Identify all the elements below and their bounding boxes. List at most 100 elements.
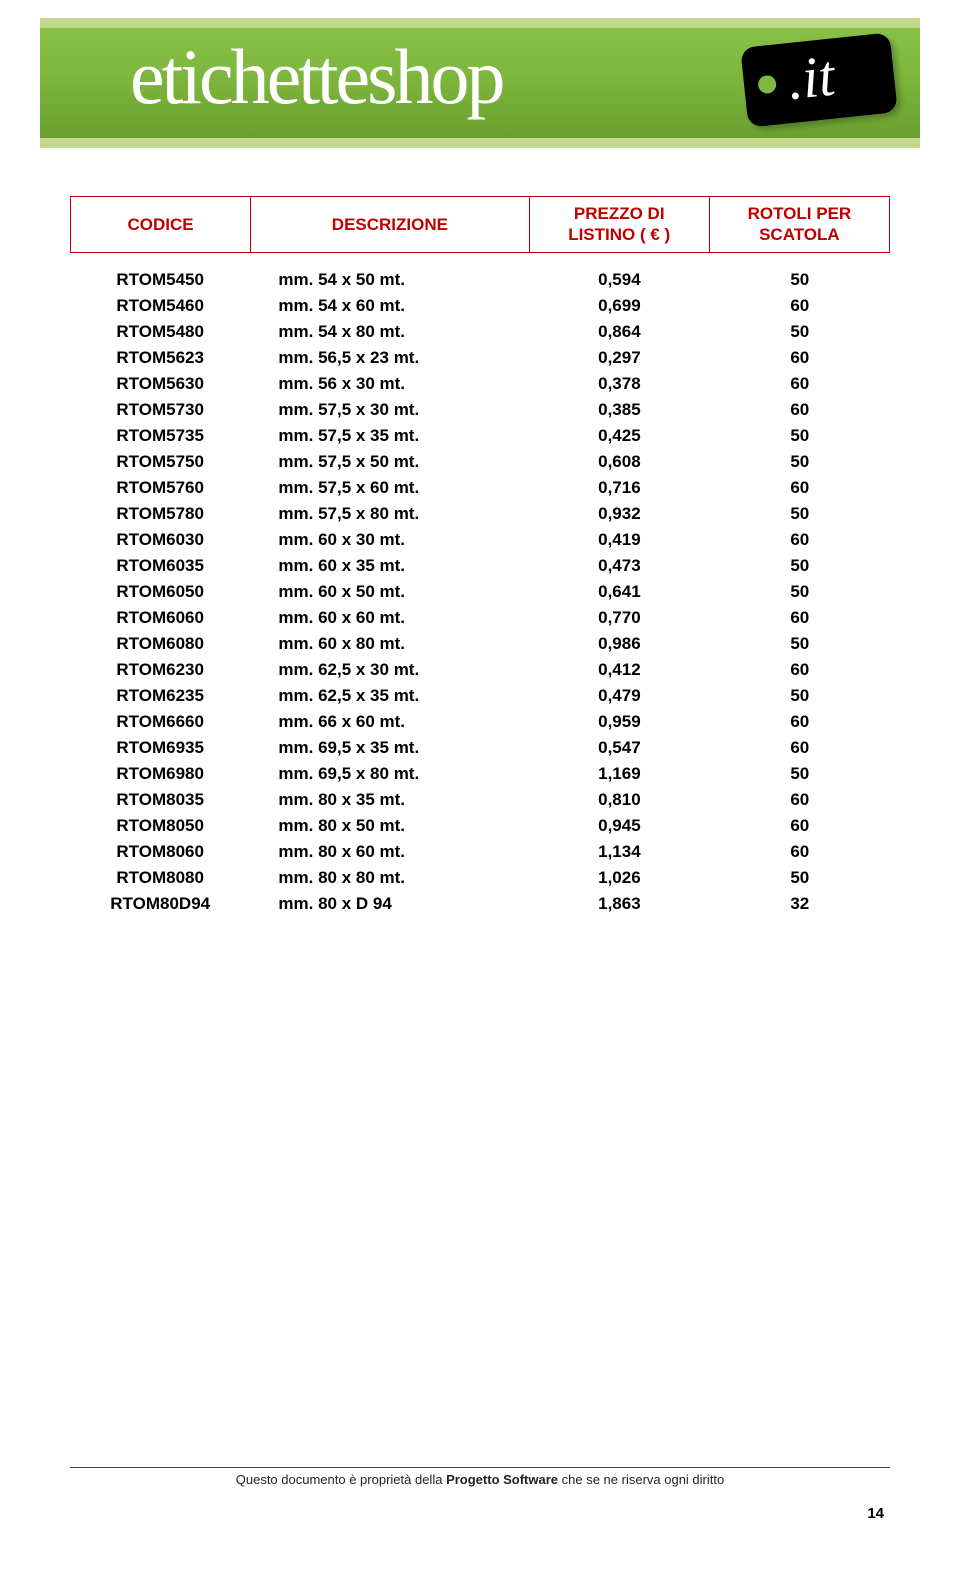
cell-price: 1,863: [529, 891, 709, 917]
cell-desc: mm. 80 x D 94: [250, 891, 529, 917]
table-row: RTOM80D94mm. 80 x D 941,86332: [70, 891, 890, 917]
cell-price: 0,378: [529, 371, 709, 397]
cell-desc: mm. 60 x 50 mt.: [250, 579, 529, 605]
cell-price: 0,641: [529, 579, 709, 605]
cell-price: 0,770: [529, 605, 709, 631]
cell-code: RTOM5760: [70, 475, 250, 501]
cell-rolls: 60: [710, 813, 890, 839]
cell-code: RTOM6060: [70, 605, 250, 631]
cell-rolls: 50: [710, 553, 890, 579]
cell-code: RTOM8080: [70, 865, 250, 891]
header-desc: DESCRIZIONE: [251, 197, 529, 253]
cell-rolls: 60: [710, 371, 890, 397]
cell-price: 0,810: [529, 787, 709, 813]
cell-desc: mm. 80 x 80 mt.: [250, 865, 529, 891]
cell-price: 0,425: [529, 423, 709, 449]
cell-desc: mm. 80 x 60 mt.: [250, 839, 529, 865]
cell-desc: mm. 62,5 x 35 mt.: [250, 683, 529, 709]
cell-code: RTOM8050: [70, 813, 250, 839]
content-area: CODICE DESCRIZIONE PREZZO DI LISTINO ( €…: [70, 196, 890, 917]
cell-rolls: 50: [710, 631, 890, 657]
cell-rolls: 50: [710, 423, 890, 449]
cell-code: RTOM5630: [70, 371, 250, 397]
table-row: RTOM8080mm. 80 x 80 mt.1,02650: [70, 865, 890, 891]
cell-desc: mm. 57,5 x 80 mt.: [250, 501, 529, 527]
cell-price: 1,169: [529, 761, 709, 787]
cell-rolls: 50: [710, 761, 890, 787]
cell-code: RTOM6235: [70, 683, 250, 709]
cell-price: 0,716: [529, 475, 709, 501]
cell-rolls: 50: [710, 267, 890, 293]
cell-rolls: 60: [710, 735, 890, 761]
brand-suffix: .it: [785, 47, 838, 110]
header-price-l1: PREZZO DI: [574, 204, 665, 223]
cell-rolls: 60: [710, 293, 890, 319]
cell-code: RTOM6030: [70, 527, 250, 553]
table-row: RTOM6080mm. 60 x 80 mt.0,98650: [70, 631, 890, 657]
page-number: 14: [70, 1505, 890, 1522]
cell-code: RTOM5480: [70, 319, 250, 345]
cell-code: RTOM8060: [70, 839, 250, 865]
table-row: RTOM6660mm. 66 x 60 mt.0,95960: [70, 709, 890, 735]
cell-desc: mm. 80 x 35 mt.: [250, 787, 529, 813]
cell-price: 0,699: [529, 293, 709, 319]
cell-code: RTOM5750: [70, 449, 250, 475]
cell-price: 0,412: [529, 657, 709, 683]
cell-code: RTOM5460: [70, 293, 250, 319]
cell-desc: mm. 60 x 30 mt.: [250, 527, 529, 553]
cell-price: 0,473: [529, 553, 709, 579]
cell-price: 0,419: [529, 527, 709, 553]
cell-rolls: 60: [710, 605, 890, 631]
table-row: RTOM5630mm. 56 x 30 mt.0,37860: [70, 371, 890, 397]
cell-code: RTOM6035: [70, 553, 250, 579]
cell-rolls: 50: [710, 579, 890, 605]
footer-bold: Progetto Software: [446, 1472, 558, 1487]
cell-code: RTOM5735: [70, 423, 250, 449]
cell-desc: mm. 60 x 60 mt.: [250, 605, 529, 631]
cell-rolls: 60: [710, 709, 890, 735]
cell-price: 0,547: [529, 735, 709, 761]
cell-price: 0,986: [529, 631, 709, 657]
table-row: RTOM6060mm. 60 x 60 mt.0,77060: [70, 605, 890, 631]
cell-rolls: 60: [710, 527, 890, 553]
cell-price: 1,026: [529, 865, 709, 891]
cell-code: RTOM5623: [70, 345, 250, 371]
cell-code: RTOM6980: [70, 761, 250, 787]
cell-rolls: 50: [710, 319, 890, 345]
cell-desc: mm. 57,5 x 50 mt.: [250, 449, 529, 475]
table-row: RTOM6935mm. 69,5 x 35 mt.0,54760: [70, 735, 890, 761]
table-row: RTOM6980mm. 69,5 x 80 mt.1,16950: [70, 761, 890, 787]
table-row: RTOM8060mm. 80 x 60 mt.1,13460: [70, 839, 890, 865]
cell-code: RTOM6080: [70, 631, 250, 657]
table-row: RTOM5780mm. 57,5 x 80 mt.0,93250: [70, 501, 890, 527]
cell-price: 0,297: [529, 345, 709, 371]
cell-desc: mm. 56,5 x 23 mt.: [250, 345, 529, 371]
cell-rolls: 60: [710, 787, 890, 813]
cell-code: RTOM6050: [70, 579, 250, 605]
table-row: RTOM5750mm. 57,5 x 50 mt.0,60850: [70, 449, 890, 475]
cell-rolls: 60: [710, 839, 890, 865]
footer-prefix: Questo documento è proprietà della: [236, 1472, 446, 1487]
table-row: RTOM5760mm. 57,5 x 60 mt.0,71660: [70, 475, 890, 501]
header-rolls-l1: ROTOLI PER: [748, 204, 852, 223]
table-row: RTOM6030mm. 60 x 30 mt.0,41960: [70, 527, 890, 553]
banner-top-stripe: [40, 18, 920, 28]
table-row: RTOM6235mm. 62,5 x 35 mt.0,47950: [70, 683, 890, 709]
cell-desc: mm. 60 x 35 mt.: [250, 553, 529, 579]
table-row: RTOM6035mm. 60 x 35 mt.0,47350: [70, 553, 890, 579]
cell-desc: mm. 60 x 80 mt.: [250, 631, 529, 657]
table-row: RTOM5460mm. 54 x 60 mt.0,69960: [70, 293, 890, 319]
table-row: RTOM6050mm. 60 x 50 mt.0,64150: [70, 579, 890, 605]
table-row: RTOM8050mm. 80 x 50 mt.0,94560: [70, 813, 890, 839]
cell-desc: mm. 57,5 x 35 mt.: [250, 423, 529, 449]
cell-price: 0,608: [529, 449, 709, 475]
cell-desc: mm. 66 x 60 mt.: [250, 709, 529, 735]
header-code: CODICE: [71, 197, 251, 253]
cell-desc: mm. 54 x 80 mt.: [250, 319, 529, 345]
footer-text: Questo documento è proprietà della Proge…: [70, 1467, 890, 1487]
header-price-l2: LISTINO ( € ): [568, 225, 670, 244]
cell-code: RTOM6935: [70, 735, 250, 761]
cell-rolls: 50: [710, 683, 890, 709]
cell-code: RTOM8035: [70, 787, 250, 813]
table-row: RTOM5480mm. 54 x 80 mt.0,86450: [70, 319, 890, 345]
